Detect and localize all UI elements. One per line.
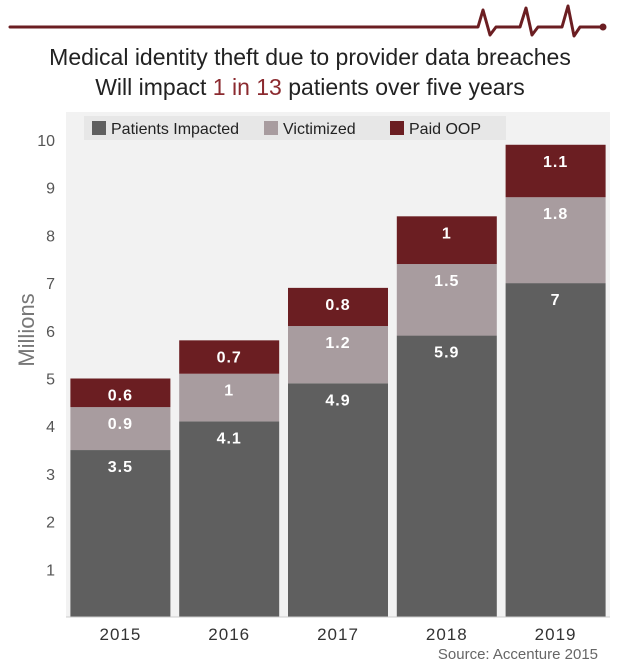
x-tick-label: 2017 — [317, 625, 359, 644]
x-tick-label: 2015 — [99, 625, 141, 644]
chart-title-line-1: Medical identity theft due to provider d… — [49, 44, 571, 70]
y-tick-label: 1 — [46, 562, 55, 579]
data-label: 1.1 — [543, 154, 568, 171]
data-label: 0.8 — [325, 297, 350, 314]
title-highlight-13: 13 — [256, 74, 282, 100]
bar-segment — [396, 216, 497, 265]
data-label: 3.5 — [108, 459, 133, 476]
y-tick-label: 4 — [46, 419, 55, 436]
legend-label: Victimized — [283, 121, 356, 138]
y-tick-label: 8 — [46, 228, 55, 245]
bar-segment — [505, 144, 606, 198]
bar-segment — [505, 197, 606, 284]
title-suffix: patients over five years — [288, 74, 525, 100]
legend-swatch — [92, 121, 106, 135]
data-label: 4.1 — [217, 430, 242, 447]
chart-title-line-2: Will impact 1 in 13 patients over five y… — [0, 74, 620, 101]
data-label: 0.6 — [108, 388, 133, 405]
bar-segment — [288, 287, 388, 327]
y-tick-label: 6 — [46, 324, 55, 341]
y-tick-label: 10 — [37, 133, 55, 150]
title-highlight-in: in — [231, 74, 250, 100]
bar-segment — [288, 326, 388, 384]
bar-segment — [505, 283, 606, 617]
bar-segment — [396, 335, 497, 617]
bar-segment — [70, 450, 171, 617]
bar-segment — [70, 378, 171, 408]
y-axis-label: Millions — [14, 293, 39, 366]
data-label: 1.8 — [543, 206, 568, 223]
heartbeat-line-icon — [8, 4, 607, 38]
data-label: 4.9 — [325, 392, 350, 409]
y-tick-label: 9 — [46, 181, 55, 198]
y-tick-label: 5 — [46, 372, 55, 389]
bar-segment — [288, 383, 388, 617]
data-label: 5.9 — [434, 345, 459, 362]
data-label: 0.7 — [217, 349, 242, 366]
title-prefix: Will impact — [95, 74, 207, 100]
heartbeat-line — [8, 4, 602, 38]
legend-label: Patients Impacted — [111, 121, 239, 138]
legend-box — [84, 116, 506, 140]
legend-swatch — [264, 121, 278, 135]
data-label: 1 — [442, 225, 452, 242]
data-label: 1.2 — [325, 335, 350, 352]
bar-segment — [70, 407, 171, 451]
y-tick-label: 2 — [46, 515, 55, 532]
bar-segment — [179, 421, 280, 617]
x-tick-label: 2019 — [535, 625, 577, 644]
data-label: 0.9 — [108, 416, 133, 433]
data-label: 1 — [224, 383, 234, 400]
legend-label: Paid OOP — [409, 121, 481, 138]
legend-swatch — [390, 121, 404, 135]
bar-segment — [396, 264, 497, 336]
source-note: Source: Accenture 2015 — [437, 646, 598, 663]
y-tick-label: 3 — [46, 467, 55, 484]
data-label: 1.5 — [434, 273, 459, 290]
y-tick-label: 7 — [46, 276, 55, 293]
data-label: 7 — [551, 292, 561, 309]
x-tick-label: 2016 — [208, 625, 250, 644]
title-highlight-1: 1 — [212, 74, 226, 100]
x-tick-label: 2018 — [426, 625, 468, 644]
bar-segment — [179, 373, 280, 422]
bar-segment — [179, 340, 280, 374]
heartbeat-end-dot — [599, 23, 607, 31]
